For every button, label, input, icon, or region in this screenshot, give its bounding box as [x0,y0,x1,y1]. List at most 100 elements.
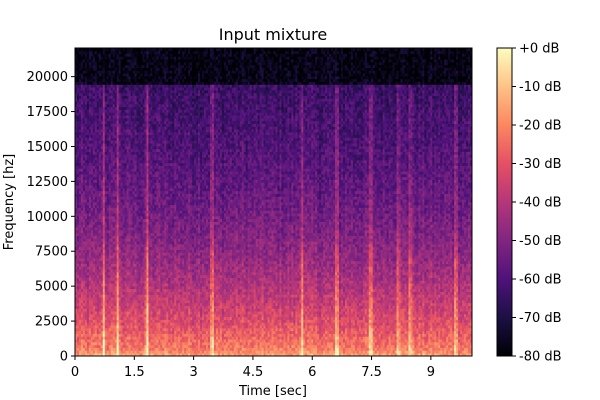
heatmap-cell [99,325,101,328]
heatmap-cell [156,280,158,283]
heatmap-cell [115,96,117,99]
heatmap-cell [150,224,152,227]
heatmap-cell [148,238,150,241]
heatmap-cell [137,121,139,124]
heatmap-cell [133,138,135,141]
heatmap-cell [111,199,113,202]
heatmap-cell [111,331,113,334]
heatmap-cell [99,336,101,339]
heatmap-cell [97,325,99,328]
heatmap-cell [77,342,79,345]
heatmap-cell [148,56,150,59]
heatmap-cell [99,230,101,233]
heatmap-cell [148,236,150,239]
heatmap-cell [141,252,143,255]
heatmap-cell [81,250,83,253]
heatmap-cell [141,306,143,309]
heatmap-cell [164,244,166,247]
heatmap-cell [107,222,109,225]
heatmap-cell [142,129,144,132]
heatmap-cell [107,73,109,76]
heatmap-cell [103,65,105,68]
heatmap-cell [99,51,101,54]
heatmap-cell [142,286,144,289]
heatmap-cell [89,112,91,115]
heatmap-cell [150,294,152,297]
heatmap-cell [148,292,150,295]
heatmap-cell [99,275,101,278]
heatmap-cell [103,339,105,342]
heatmap-cell [77,73,79,76]
heatmap-cell [133,241,135,244]
heatmap-cell [107,236,109,239]
heatmap-cell [148,275,150,278]
heatmap-cell [99,180,101,183]
heatmap-cell [103,233,105,236]
heatmap-cell [141,272,143,275]
heatmap-cell [107,331,109,334]
heatmap-cell [85,322,87,325]
heatmap-cell [141,328,143,331]
heatmap-cell [133,244,135,247]
heatmap-cell [89,328,91,331]
heatmap-cell [142,196,144,199]
heatmap-cell [150,174,152,177]
heatmap-cell [141,345,143,348]
heatmap-cell [119,124,121,127]
heatmap-cell [85,98,87,101]
heatmap-cell [156,76,158,79]
heatmap-cell [115,222,117,225]
heatmap-cell [93,331,95,334]
heatmap-cell [89,244,91,247]
heatmap-cell [142,233,144,236]
heatmap-cell [77,188,79,191]
heatmap-cell [103,152,105,155]
heatmap-cell [89,188,91,191]
heatmap-cell [129,294,131,297]
heatmap-cell [107,269,109,272]
heatmap-cell [148,171,150,174]
heatmap-cell [97,328,99,331]
heatmap-cell [99,121,101,124]
heatmap-cell [150,115,152,118]
heatmap-cell [123,266,125,269]
heatmap-cell [115,336,117,339]
heatmap-cell [77,289,79,292]
heatmap-cell [99,84,101,87]
heatmap-cell [107,194,109,197]
heatmap-cell [89,208,91,211]
heatmap-cell [97,149,99,152]
heatmap-cell [119,275,121,278]
heatmap-cell [81,205,83,208]
heatmap-cell [97,171,99,174]
heatmap-cell [89,224,91,227]
heatmap-cell [123,241,125,244]
heatmap-cell [129,283,131,286]
heatmap-cell [99,196,101,199]
heatmap-cell [119,163,121,166]
heatmap-cell [107,188,109,191]
heatmap-cell [156,297,158,300]
heatmap-cell [133,314,135,317]
heatmap-cell [119,149,121,152]
heatmap-cell [107,241,109,244]
heatmap-cell [150,110,152,113]
heatmap-cell [107,132,109,135]
heatmap-cell [158,191,160,194]
heatmap-cell [142,202,144,205]
heatmap-cell [158,96,160,99]
heatmap-cell [133,168,135,171]
heatmap-cell [133,82,135,85]
heatmap-cell [77,196,79,199]
heatmap-cell [119,233,121,236]
heatmap-cell [107,101,109,104]
heatmap-cell [89,149,91,152]
heatmap-cell [85,238,87,241]
heatmap-cell [111,112,113,115]
heatmap-cell [156,258,158,261]
heatmap-cell [148,174,150,177]
heatmap-cell [107,325,109,328]
heatmap-cell [89,292,91,295]
heatmap-cell [89,76,91,79]
heatmap-cell [81,208,83,211]
